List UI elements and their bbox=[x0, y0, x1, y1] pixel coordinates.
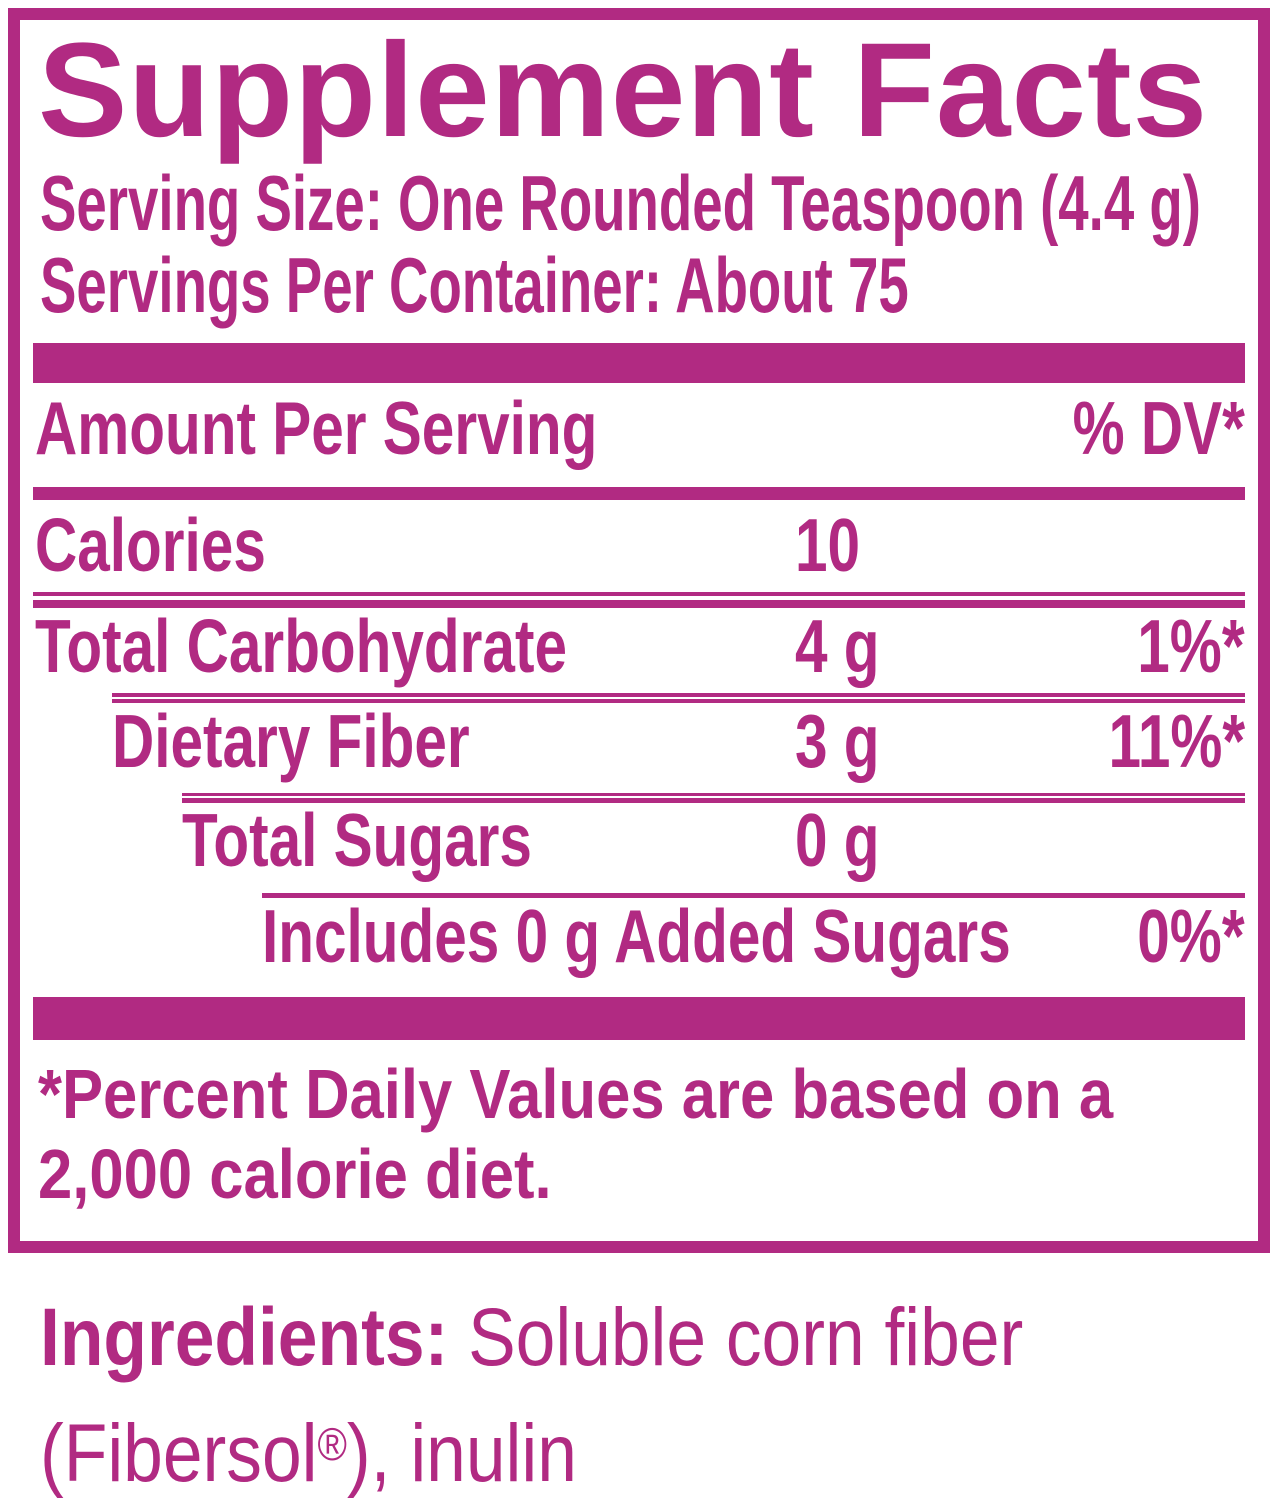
row-total-carbohydrate-dv: 1%* bbox=[1137, 604, 1245, 688]
row-total-carbohydrate-amount: 4 g bbox=[795, 604, 880, 688]
ingredients-fibersol: (Fibersol bbox=[40, 1408, 318, 1499]
supplement-facts-box bbox=[8, 8, 1270, 1253]
ingredients-label: Ingredients: bbox=[40, 1292, 449, 1383]
serving-size-line: Serving Size: One Rounded Teaspoon (4.4 … bbox=[40, 159, 1201, 247]
row-total-sugars-amount: 0 g bbox=[795, 798, 880, 882]
row-total-carbohydrate-name: Total Carbohydrate bbox=[35, 604, 567, 688]
ingredients-inulin: ), inulin bbox=[346, 1408, 577, 1499]
separator-dietary-fiber-bottom bbox=[112, 699, 1245, 703]
supplement-facts-title: Supplement Facts bbox=[38, 16, 1209, 165]
row-added-sugars-dv: 0%* bbox=[1137, 894, 1245, 978]
separator-dietary-fiber-top bbox=[112, 693, 1245, 697]
amount-per-serving-header: Amount Per Serving bbox=[35, 386, 598, 470]
footnote-line-1: *Percent Daily Values are based on a bbox=[38, 1055, 1114, 1133]
separator-total-sugars-bottom bbox=[182, 798, 1245, 803]
footnote-line-2: 2,000 calorie diet. bbox=[38, 1135, 552, 1213]
row-calories-amount: 10 bbox=[795, 503, 861, 587]
ingredients-value-1: Soluble corn fiber bbox=[448, 1292, 1024, 1383]
ingredients-line-1: Ingredients: Soluble corn fiber bbox=[40, 1297, 1023, 1379]
separator-total-sugars-top bbox=[182, 793, 1245, 796]
separator-added-sugars bbox=[262, 893, 1245, 898]
thick-bar-bottom bbox=[33, 997, 1245, 1040]
row-dietary-fiber-name: Dietary Fiber bbox=[112, 699, 470, 783]
percent-dv-header: % DV* bbox=[1072, 386, 1245, 470]
separator-calories-thick bbox=[33, 600, 1245, 608]
thick-bar-top bbox=[33, 343, 1245, 383]
row-total-sugars-name: Total Sugars bbox=[182, 798, 532, 882]
separator-under-header bbox=[33, 487, 1245, 500]
row-added-sugars-name: Includes 0 g Added Sugars bbox=[262, 894, 1011, 978]
row-calories-name: Calories bbox=[35, 503, 266, 587]
registered-trademark-symbol: ® bbox=[317, 1417, 347, 1470]
ingredients-line-2: (Fibersol®), inulin bbox=[40, 1413, 577, 1495]
row-dietary-fiber-dv: 11%* bbox=[1108, 699, 1245, 783]
row-dietary-fiber-amount: 3 g bbox=[795, 699, 880, 783]
separator-calories-thin bbox=[33, 592, 1245, 596]
servings-per-container-line: Servings Per Container: About 75 bbox=[40, 241, 909, 329]
